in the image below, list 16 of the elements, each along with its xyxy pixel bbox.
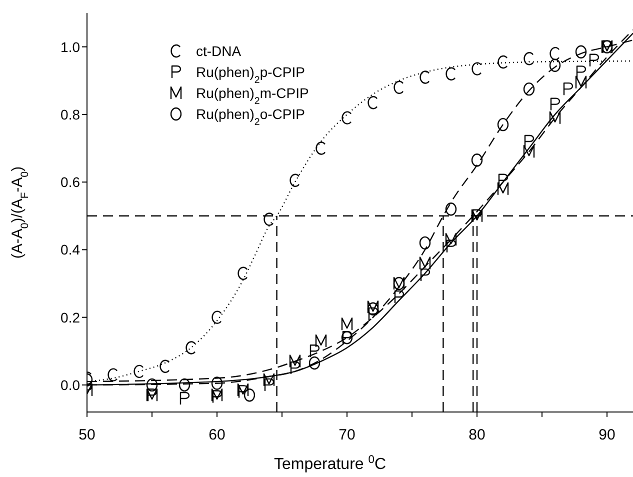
x-tick-label: 70 (338, 426, 356, 444)
x-tick-label: 80 (468, 426, 486, 444)
legend-label: ct-DNA (196, 43, 242, 59)
legend-label: Ru(phen)$_{2}$p-CPIP (196, 64, 305, 86)
y-tick-label: 1.0 (60, 38, 80, 55)
y-tick-label: 0.0 (60, 376, 80, 393)
x-tick-label: 90 (598, 426, 616, 444)
y-tick-label: 0.2 (60, 309, 80, 326)
y-tick-label: 0.8 (60, 106, 80, 122)
y-tick-label: 0.4 (60, 242, 80, 258)
x-axis-title: Temperature $^{0}$C (274, 454, 386, 473)
legend-label: Ru(phen)$_{2}$m-CPIP (196, 85, 309, 106)
x-tick-label: 50 (78, 426, 96, 444)
y-tick-label: 0.6 (60, 174, 80, 190)
legend-label: Ru(phen)$_{2}$o-CPIP (196, 106, 305, 128)
x-tick-label: 60 (208, 426, 226, 444)
